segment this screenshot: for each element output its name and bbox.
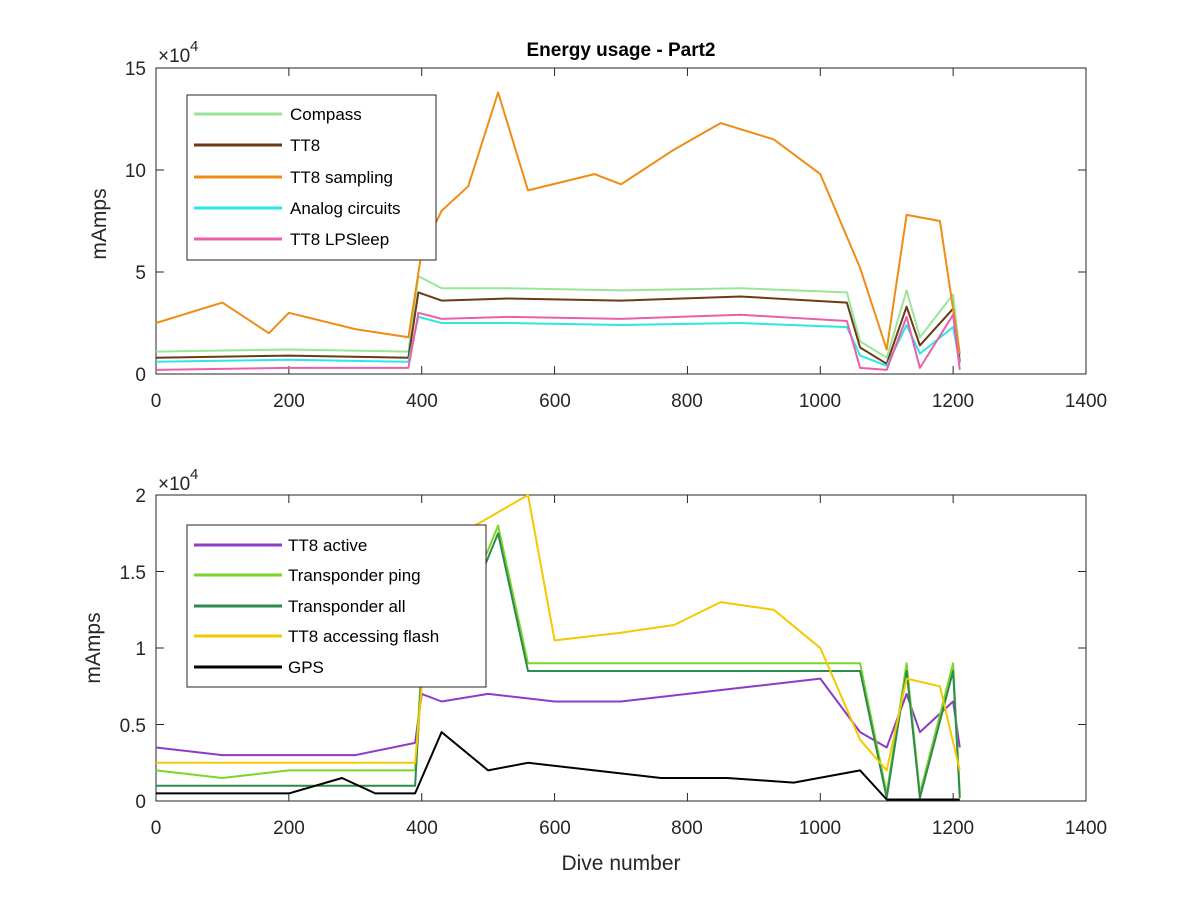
bottom-x-ticks: 0 200 400 600 800 1000 1200 1400	[151, 818, 1107, 839]
bottom-legend: TT8 active Transponder ping Transponder …	[186, 524, 487, 688]
top-panel-title: Energy usage - Part2	[526, 40, 715, 61]
legend-label-analog-circuits: Analog circuits	[290, 199, 401, 218]
bottom-xtick-label: 600	[539, 818, 571, 839]
bottom-ylabel: mAmps	[82, 612, 105, 683]
top-series-tt8-lpsleep	[155, 311, 961, 371]
bottom-ytick-label: 1.5	[120, 563, 146, 584]
top-series-compass	[155, 275, 961, 359]
top-panel: Energy usage - Part2 ×10 4 mAmps 0 5 10 …	[88, 38, 1107, 412]
bottom-series-gps	[156, 731, 960, 801]
bottom-series-tt8-active	[155, 677, 961, 757]
top-exponent-power: 4	[190, 38, 198, 55]
legend-label-gps: GPS	[288, 658, 324, 677]
top-legend: Compass TT8 TT8 sampling Analog circuits…	[186, 94, 437, 261]
legend-label-tt8-sampling: TT8 sampling	[290, 168, 393, 187]
bottom-xtick-label: 400	[406, 818, 438, 839]
bottom-series-transponder-ping	[155, 524, 961, 795]
top-ytick-label: 5	[135, 263, 146, 284]
legend-label-transponder-all: Transponder all	[288, 597, 406, 616]
top-series-group	[155, 91, 961, 371]
bottom-xtick-label: 200	[273, 818, 305, 839]
top-series-tt8	[155, 291, 961, 365]
bottom-exponent-power: 4	[190, 466, 198, 483]
top-ylabel: mAmps	[88, 188, 111, 259]
bottom-series-tt8-accessing-flash	[156, 494, 961, 772]
legend-label-tt8-accessing-flash: TT8 accessing flash	[288, 627, 439, 646]
top-ytick-label: 0	[135, 365, 146, 386]
legend-label-compass: Compass	[290, 105, 362, 124]
bottom-xtick-label: 0	[151, 818, 162, 839]
legend-label-tt8-active: TT8 active	[288, 536, 367, 555]
bottom-exponent-base: ×10	[158, 474, 190, 495]
bottom-y-ticks: 0 0.5 1 1.5 2	[120, 486, 146, 813]
legend-label-transponder-ping: Transponder ping	[288, 566, 421, 585]
bottom-ytick-label: 2	[135, 486, 146, 507]
top-xtick-label: 800	[671, 391, 703, 412]
top-y-ticks: 0 5 10 15	[125, 59, 146, 386]
bottom-xtick-label: 1200	[932, 818, 974, 839]
bottom-xtick-label: 1400	[1065, 818, 1107, 839]
top-xtick-label: 400	[406, 391, 438, 412]
top-xtick-label: 1400	[1065, 391, 1107, 412]
top-x-ticks: 0 200 400 600 800 1000 1200 1400	[151, 391, 1107, 412]
top-ytick-label: 15	[125, 59, 146, 80]
top-exponent-base: ×10	[158, 46, 190, 67]
bottom-series-group	[155, 494, 961, 801]
top-xtick-label: 600	[539, 391, 571, 412]
top-xtick-label: 0	[151, 391, 162, 412]
bottom-panel: ×10 4 mAmps Dive number 0 0.5 1 1.5 2 0 …	[82, 466, 1107, 875]
top-xtick-label: 1000	[799, 391, 841, 412]
bottom-ytick-label: 1	[135, 639, 146, 660]
bottom-ytick-label: 0.5	[120, 716, 146, 737]
legend-label-tt8-lpsleep: TT8 LPSleep	[290, 230, 389, 249]
top-ytick-label: 10	[125, 161, 146, 182]
top-tick-marks	[155, 67, 1087, 375]
bottom-ytick-label: 0	[135, 792, 146, 813]
bottom-xtick-label: 1000	[799, 818, 841, 839]
legend-label-tt8: TT8	[290, 136, 320, 155]
bottom-xtick-label: 800	[671, 818, 703, 839]
top-series-tt8-sampling	[155, 91, 961, 354]
top-xtick-label: 1200	[932, 391, 974, 412]
top-plot-area	[155, 67, 1087, 375]
top-xtick-label: 200	[273, 391, 305, 412]
bottom-xlabel: Dive number	[561, 852, 680, 875]
